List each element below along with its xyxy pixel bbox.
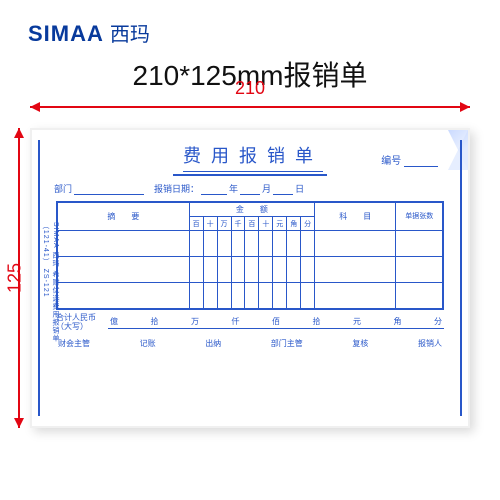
signature-label: 出纳 xyxy=(205,338,221,349)
total-row: 合计人民币 （大写） 億拾万仟佰拾元角分 xyxy=(56,314,444,332)
year-blank xyxy=(201,185,227,195)
total-unit: 佰 xyxy=(272,316,280,327)
total-unit: 角 xyxy=(394,316,402,327)
dimension-height: 125 xyxy=(8,128,32,428)
dimension-width-label: 210 xyxy=(30,78,470,99)
amount-digit: 十 xyxy=(203,217,217,231)
amount-digit: 元 xyxy=(273,217,287,231)
table-row xyxy=(58,283,443,309)
signature-label: 记账 xyxy=(140,338,156,349)
arrow-horizontal-icon xyxy=(30,106,470,108)
brand-en: SIMAA xyxy=(28,21,104,47)
col-amount: 金 额 xyxy=(189,203,314,217)
amount-digit: 千 xyxy=(231,217,245,231)
amount-digit: 十 xyxy=(259,217,273,231)
form-table: 摘 要 金 额 科 目 单据张数 百十万千百十元角分 xyxy=(56,201,444,310)
month-unit: 月 xyxy=(262,182,271,195)
serial-number: 编号 xyxy=(381,152,438,167)
form-border-right xyxy=(460,140,462,416)
brand-cn: 西玛 xyxy=(110,18,150,47)
form-side-text: SIMAA 西玛 希财优选费用报销单（121-41） ZS-121 xyxy=(40,222,60,358)
signature-label: 复核 xyxy=(352,338,368,349)
col-receipts: 单据张数 xyxy=(396,203,443,231)
signature-label: 部门主管 xyxy=(271,338,303,349)
total-unit: 万 xyxy=(191,316,199,327)
amount-digit: 百 xyxy=(189,217,203,231)
col-summary: 摘 要 xyxy=(58,203,190,231)
total-unit: 分 xyxy=(434,316,442,327)
form-title: 费用报销单 xyxy=(173,144,327,176)
amount-digit: 万 xyxy=(217,217,231,231)
table-row xyxy=(58,257,443,283)
brand-logo: SIMAA 西玛 xyxy=(28,18,150,47)
month-blank xyxy=(240,185,260,195)
year-unit: 年 xyxy=(229,182,238,195)
total-unit: 仟 xyxy=(232,316,240,327)
date-label: 报销日期： xyxy=(154,182,199,195)
department-blank xyxy=(74,185,144,195)
total-label-2: （大写） xyxy=(56,323,104,332)
total-unit: 元 xyxy=(353,316,361,327)
expense-form: SIMAA 西玛 希财优选费用报销单（121-41） ZS-121 费用报销单 … xyxy=(30,128,470,428)
total-units: 億拾万仟佰拾元角分 xyxy=(108,316,444,329)
amount-digit: 分 xyxy=(301,217,315,231)
total-unit: 拾 xyxy=(313,316,321,327)
amount-digit: 角 xyxy=(287,217,301,231)
signatures-row: 财会主管 记账 出纳 部门主管 复核 报销人 xyxy=(58,338,442,349)
signature-label: 报销人 xyxy=(418,338,442,349)
day-blank xyxy=(273,185,293,195)
day-unit: 日 xyxy=(295,182,304,195)
dimension-height-label: 125 xyxy=(5,263,26,293)
total-unit: 億 xyxy=(110,316,118,327)
amount-digit: 百 xyxy=(245,217,259,231)
department-label: 部门 xyxy=(54,182,72,195)
dimension-width: 210 xyxy=(30,96,470,120)
total-unit: 拾 xyxy=(151,316,159,327)
signature-label: 财会主管 xyxy=(58,338,90,349)
serial-label: 编号 xyxy=(381,156,401,167)
serial-blank xyxy=(404,157,438,167)
col-subject: 科 目 xyxy=(315,203,396,231)
form-meta: 部门 报销日期： 年 月 日 xyxy=(54,182,452,195)
table-row xyxy=(58,231,443,257)
